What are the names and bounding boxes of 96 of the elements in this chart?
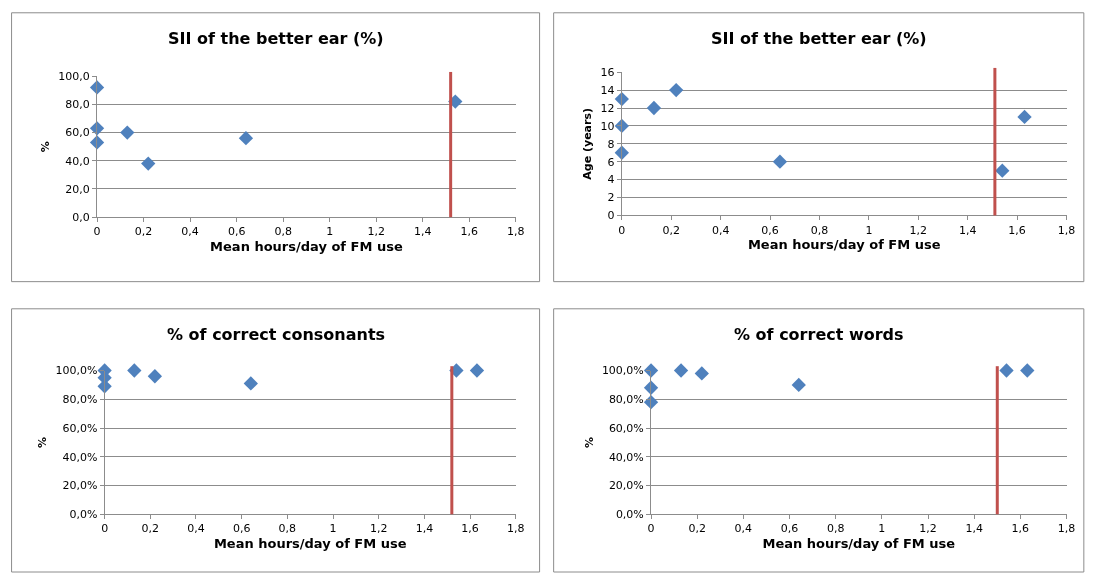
x-tick-label: 0,2 [662,223,680,237]
y-tick-label: 20,0% [608,479,644,493]
chart-title: SII of the better ear (%) [711,29,927,48]
x-tick-label: 0,4 [187,522,205,536]
y-tick-label: 0 [607,209,615,223]
y-tick-label: 0,0% [615,508,644,522]
y-axis-title: % [36,436,50,448]
x-tick-label: 0,6 [761,223,779,237]
y-tick-label: 80,0% [608,393,644,407]
point [469,363,485,378]
x-tick-label: 0,4 [734,522,753,536]
x-tick-label: 1,8 [1057,223,1076,237]
x-tick-label: 1,8 [1057,522,1076,536]
y-tick-label: 40,0 [65,154,90,168]
y-tick-label: 2 [607,191,615,205]
x-tick-label: 1,8 [507,225,525,239]
point [1017,109,1032,125]
x-tick-label: 1,4 [413,225,432,239]
x-tick-label: 0,6 [227,225,246,239]
x-tick-label: 0,2 [688,522,706,536]
y-tick-label: 80,0 [65,98,90,112]
y-axis-title: % [582,436,596,448]
x-tick-label: 0,2 [141,522,160,536]
x-tick-label: 1,8 [507,522,525,536]
x-axis-title: Mean hours/day of FM use [762,536,956,552]
x-tick-label: 1,6 [461,522,479,536]
x-tick-label: 1,4 [415,522,434,536]
x-tick-label: 1,2 [367,225,385,239]
y-tick-label: 20,0 [65,182,90,196]
x-tick-label: 0,6 [232,522,251,536]
point [694,366,709,381]
y-tick-label: 6 [607,155,615,169]
x-axis-title: Mean hours/day of FM use [213,536,407,552]
x-tick-label: 1,4 [958,223,977,237]
y-tick-label: 0,0% [69,508,98,522]
x-axis-title: Mean hours/day of FM use [210,238,403,254]
x-tick-label: 1,2 [369,522,388,536]
x-tick-label: 1,6 [460,225,479,239]
y-tick-label: 100,0% [601,364,644,378]
point [120,125,135,140]
x-axis-title: Mean hours/day of FM use [747,237,941,253]
y-tick-label: 20,0% [62,479,98,493]
x-tick-label: 1,6 [1011,522,1030,536]
x-tick-label: 1 [878,522,886,536]
point [772,154,788,169]
x-tick-label: 0,6 [780,522,799,536]
chart-title: % of correct words [734,325,904,344]
x-tick-label: 0,4 [181,225,199,239]
y-tick-label: 80,0% [62,393,98,407]
point [1020,363,1035,378]
x-tick-label: 0 [647,522,655,536]
point [147,369,163,384]
y-axis-title: % [39,141,52,153]
y-tick-label: 100,0% [55,364,98,378]
x-tick-label: 1 [329,522,337,536]
x-tick-label: 1,6 [1008,223,1026,237]
x-tick-label: 0,8 [826,522,845,536]
y-tick-label: 4 [607,173,615,187]
point [238,131,254,146]
chart-title: SII of the better ear (%) [168,29,384,48]
y-tick-label: 16 [600,66,615,80]
point [791,377,806,393]
y-tick-label: 60,0% [62,421,98,435]
x-tick-label: 1,4 [965,522,983,536]
y-tick-label: 40,0% [608,450,644,464]
point [127,363,142,378]
point [646,100,662,116]
point [643,394,659,410]
y-axis-title: Age (years) [581,107,595,180]
chart-title: % of correct consonants [167,325,386,344]
point [999,363,1014,378]
point [243,376,258,391]
point [995,163,1010,178]
y-tick-label: 40,0% [62,450,98,464]
y-tick-label: 12 [600,101,615,115]
y-tick-label: 0,0 [72,210,90,224]
y-tick-label: 100,0 [58,70,90,84]
x-tick-label: 0,4 [711,223,730,237]
point [141,156,156,171]
y-tick-label: 10 [600,119,615,133]
y-tick-label: 60,0 [65,126,90,140]
point [643,363,659,378]
x-tick-label: 1 [326,225,334,239]
x-tick-label: 0,8 [810,223,829,237]
x-tick-label: 0,8 [274,225,292,239]
x-tick-label: 0,8 [278,522,297,536]
x-tick-label: 0 [101,522,109,536]
x-tick-label: 1 [865,223,873,237]
x-tick-label: 1,2 [919,522,937,536]
y-tick-label: 8 [607,137,615,151]
x-tick-label: 1,2 [909,223,928,237]
point [669,82,684,98]
x-tick-label: 0,2 [134,225,153,239]
y-tick-label: 14 [600,83,615,97]
y-tick-label: 60,0% [608,421,644,435]
point [673,363,689,378]
